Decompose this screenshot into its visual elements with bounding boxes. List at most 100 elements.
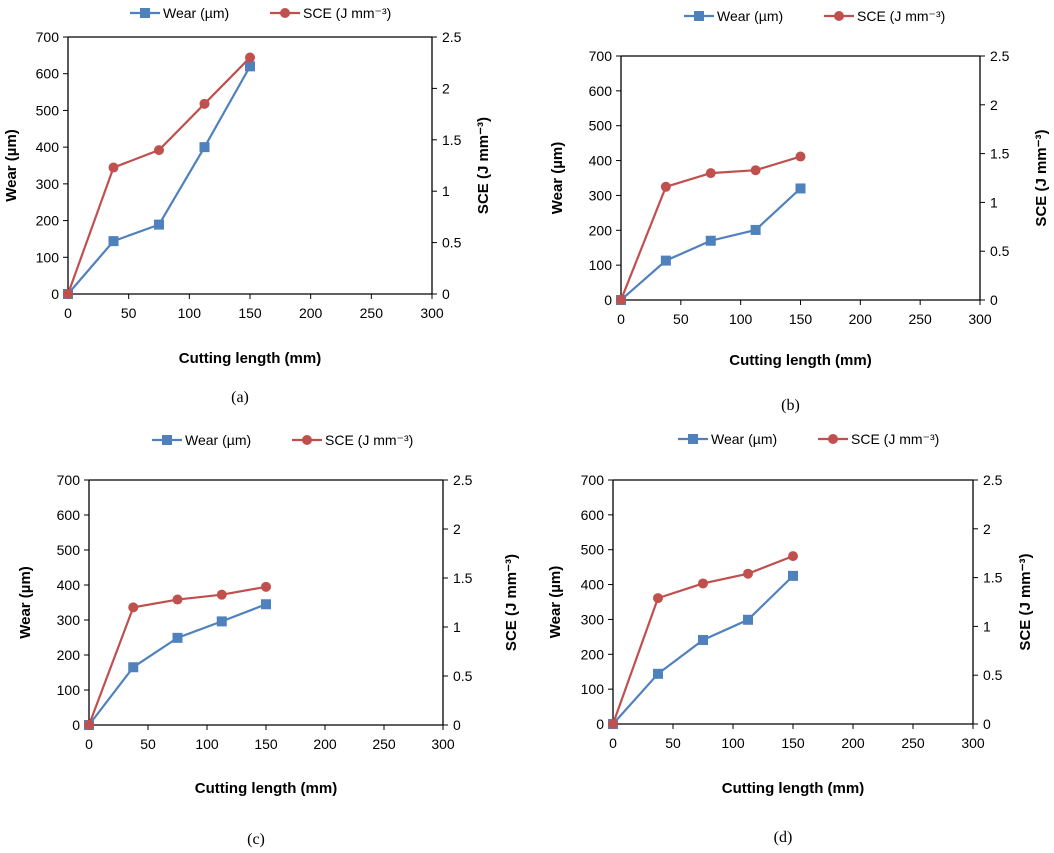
x-tick-label: 0: [609, 735, 617, 751]
legend-sce-marker: [834, 11, 844, 21]
legend-sce-marker: [302, 435, 312, 445]
sce-point: [698, 578, 708, 589]
wear-point: [743, 614, 753, 625]
y-tick-label: 200: [36, 213, 60, 229]
y2-tick-label: 0: [983, 716, 991, 732]
y2-tick-label: 0.5: [442, 235, 462, 251]
legend-wear-label: Wear (µm): [163, 5, 229, 21]
y2-tick-label: 1: [990, 194, 998, 210]
wear-point: [750, 224, 761, 235]
sce-point: [63, 289, 73, 299]
wear-point: [172, 632, 183, 643]
sce-point: [154, 145, 164, 156]
y2-tick-label: 0: [453, 717, 461, 733]
y2-tick-label: 1: [442, 183, 450, 199]
x-tick-label: 200: [313, 736, 337, 752]
y2-tick-label: 2.5: [990, 48, 1010, 64]
x-tick-label: 50: [121, 305, 137, 321]
legend: Wear (µm) SCE (J mm⁻³): [684, 8, 945, 24]
wear-point: [795, 183, 806, 194]
y-tick-label: 100: [581, 681, 605, 697]
x-tick-label: 100: [729, 311, 753, 327]
y-tick-label: 300: [36, 176, 60, 192]
x-tick-label: 200: [299, 305, 323, 321]
x-axis-title: Cutting length (mm): [722, 780, 864, 797]
y-tick-label: 500: [589, 118, 613, 134]
y2-tick-label: 1.5: [983, 570, 1003, 586]
sce-point: [245, 52, 255, 63]
wear-point: [261, 599, 271, 610]
wear-point: [128, 662, 139, 673]
series-line-wear: [88, 603, 267, 726]
y-tick-label: 400: [581, 577, 605, 593]
y2-axis-title: SCE (J mm⁻³): [1017, 553, 1034, 650]
y-tick-label: 600: [581, 507, 605, 523]
legend: Wear (µm) SCE (J mm⁻³): [152, 432, 413, 448]
legend-wear-label: Wear (µm): [717, 8, 783, 24]
y2-tick-label: 1.5: [442, 132, 462, 148]
sce-point: [660, 181, 671, 192]
sce-point: [616, 295, 626, 305]
y2-tick-label: 0.5: [983, 667, 1003, 683]
y-tick-label: 0: [604, 292, 612, 308]
y-tick-label: 0: [596, 716, 604, 732]
y-tick-label: 100: [589, 257, 613, 273]
y-tick-label: 300: [581, 611, 605, 627]
x-tick-label: 50: [673, 311, 689, 327]
y-tick-label: 200: [581, 646, 605, 662]
y-tick-label: 700: [581, 472, 605, 488]
legend-wear-label: Wear (µm): [711, 431, 777, 447]
legend-sce-marker: [828, 434, 838, 444]
x-axis-title: Cutting length (mm): [179, 350, 321, 367]
y-tick-label: 200: [57, 647, 81, 663]
y2-tick-label: 0.5: [453, 668, 473, 684]
y2-tick-label: 1.5: [453, 570, 473, 586]
legend-sce-label: SCE (J mm⁻³): [303, 5, 391, 21]
legend-sce-marker: [280, 8, 290, 18]
sce-point: [743, 568, 753, 579]
y2-tick-label: 0: [990, 292, 998, 308]
x-tick-label: 250: [901, 735, 925, 751]
y-tick-label: 700: [36, 29, 60, 45]
y2-axis-title: SCE (J mm⁻³): [503, 554, 520, 651]
y2-tick-label: 0: [442, 286, 450, 302]
wear-point: [216, 616, 227, 627]
y-tick-label: 200: [589, 222, 613, 238]
legend-wear-label: Wear (µm): [185, 432, 251, 448]
y-tick-label: 600: [589, 83, 613, 99]
y-tick-label: 500: [36, 102, 60, 118]
sce-point: [128, 602, 139, 613]
sce-point: [84, 720, 94, 730]
legend-wear-marker: [688, 434, 698, 444]
x-tick-label: 100: [721, 735, 745, 751]
sce-point: [788, 551, 798, 562]
x-tick-label: 0: [85, 736, 93, 752]
y2-tick-label: 1: [453, 619, 461, 635]
chart-panel-1: 0 50 100 150 200 250 300 0 100 200 300 400 500 600 700…: [3, 5, 492, 406]
y-axis-title: Wear (µm): [3, 129, 20, 202]
y2-tick-label: 2: [983, 521, 991, 537]
legend-sce-label: SCE (J mm⁻³): [325, 432, 413, 448]
wear-point: [653, 668, 663, 679]
wear-point: [705, 235, 716, 246]
sce-point: [108, 162, 119, 173]
y-tick-label: 0: [72, 717, 80, 733]
x-tick-label: 300: [961, 735, 985, 751]
x-tick-label: 100: [195, 736, 219, 752]
legend-wear-marker: [140, 8, 150, 18]
y-tick-label: 500: [57, 542, 81, 558]
chart-panel-3: 0 50 100 150 200 250 300 0 100 200 300 400 500 600 700…: [17, 432, 520, 848]
y-tick-label: 400: [36, 139, 60, 155]
y2-tick-label: 0.5: [990, 243, 1010, 259]
y-tick-label: 400: [57, 577, 81, 593]
series-line-wear: [67, 65, 251, 295]
x-tick-label: 300: [420, 305, 444, 321]
sce-point: [172, 594, 183, 605]
y-tick-label: 100: [57, 682, 81, 698]
y2-tick-label: 2.5: [983, 472, 1003, 488]
x-tick-label: 50: [140, 736, 156, 752]
y-tick-label: 500: [581, 542, 605, 558]
x-tick-label: 200: [841, 735, 865, 751]
sce-point: [261, 581, 271, 592]
